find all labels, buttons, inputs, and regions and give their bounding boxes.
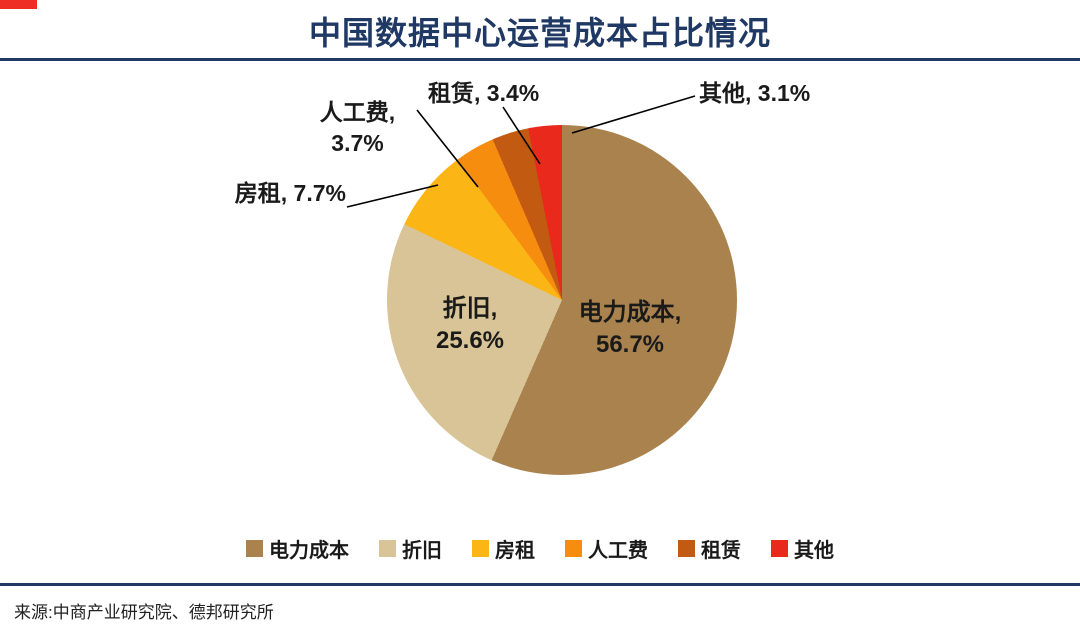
legend-swatch xyxy=(379,540,396,557)
legend: 电力成本 折旧 房租 人工费 租赁 其他 xyxy=(0,534,1080,563)
red-corner-mark xyxy=(0,0,37,9)
legend-item: 租赁 xyxy=(678,534,741,563)
legend-label: 房租 xyxy=(495,540,535,562)
legend-item: 电力成本 xyxy=(246,534,349,563)
legend-label: 折旧 xyxy=(402,540,442,562)
title-divider-line xyxy=(0,58,1080,61)
legend-swatch xyxy=(771,540,788,557)
label-dianli-chengben: 电力成本, 56.7% xyxy=(540,297,720,362)
source-text: 来源:中商产业研究院、德邦研究所 xyxy=(14,603,274,622)
legend-item: 房租 xyxy=(472,534,535,563)
legend-label: 租赁 xyxy=(701,540,741,562)
legend-swatch xyxy=(678,540,695,557)
label-zulin: 租赁, 3.4% xyxy=(428,80,540,106)
label-zhejiu-line1: 折旧, xyxy=(442,295,498,322)
footer-divider-line xyxy=(0,583,1080,586)
label-fangzu: 房租, 7.7% xyxy=(234,180,346,206)
label-qita: 其他, 3.1% xyxy=(699,80,811,106)
legend-label: 电力成本 xyxy=(269,540,349,562)
legend-item: 其他 xyxy=(771,534,834,563)
label-rengongfei-line1: 人工费, xyxy=(319,99,396,125)
legend-swatch xyxy=(246,540,263,557)
legend-label: 人工费 xyxy=(588,540,648,562)
label-dianli-line1: 电力成本, xyxy=(578,299,682,326)
chart-title: 中国数据中心运营成本占比情况 xyxy=(308,15,771,51)
legend-item: 折旧 xyxy=(379,534,442,563)
legend-swatch xyxy=(565,540,582,557)
pie-chart: 电力成本, 56.7% 折旧, 25.6% 房租, 7.7% 人工费, 3.7%… xyxy=(0,65,1080,530)
label-zhejiu-line2: 25.6% xyxy=(435,327,505,355)
label-dianli-line2: 56.7% xyxy=(595,331,665,359)
legend-label: 其他 xyxy=(794,540,834,562)
legend-swatch xyxy=(472,540,489,557)
label-rengongfei-line2: 3.7% xyxy=(331,130,384,157)
label-zhejiu: 折旧, 25.6% xyxy=(400,293,540,358)
label-rengongfei: 人工费, 3.7% xyxy=(285,97,430,159)
legend-item: 人工费 xyxy=(565,534,648,563)
